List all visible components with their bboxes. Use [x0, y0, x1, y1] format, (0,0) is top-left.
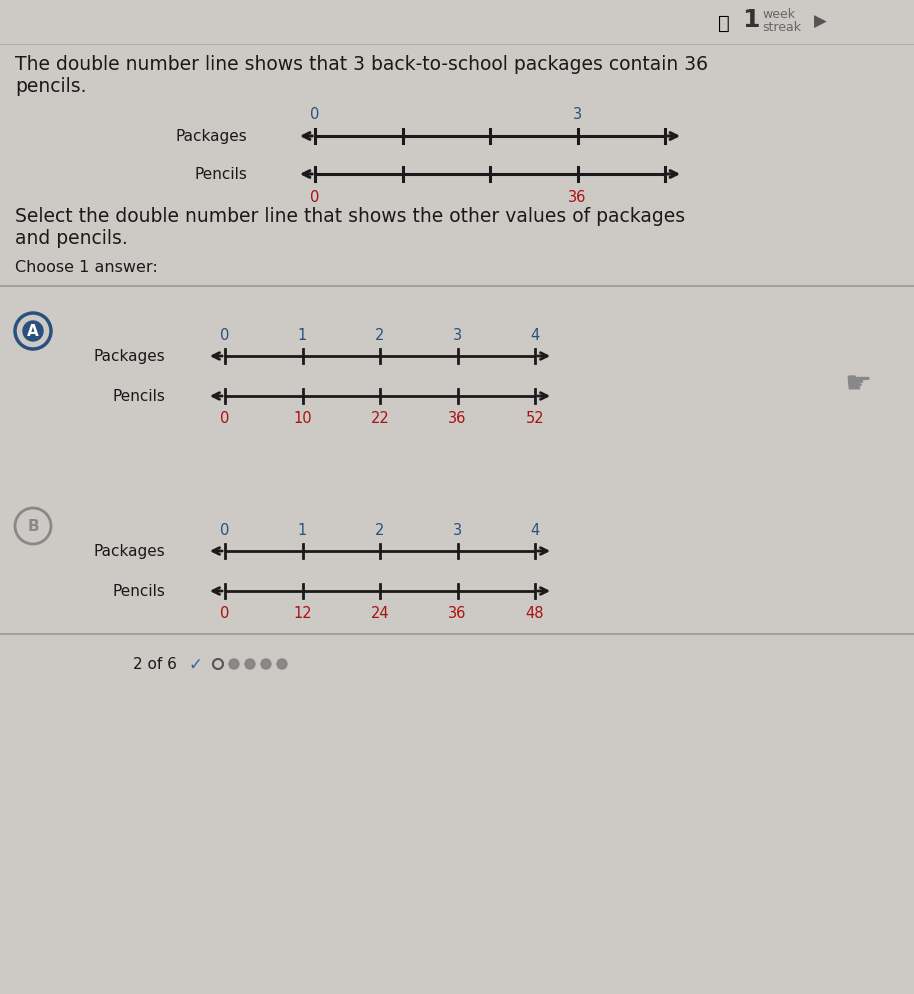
Text: Choose 1 answer:: Choose 1 answer:: [15, 260, 158, 275]
Text: 24: 24: [371, 605, 389, 620]
Text: Pencils: Pencils: [112, 583, 165, 599]
Text: 22: 22: [370, 411, 389, 425]
Text: 0: 0: [220, 411, 229, 425]
Circle shape: [245, 659, 255, 669]
Text: 48: 48: [526, 605, 544, 620]
Text: Pencils: Pencils: [112, 389, 165, 405]
Text: pencils.: pencils.: [15, 78, 87, 96]
Text: 36: 36: [448, 605, 467, 620]
Text: 0: 0: [220, 605, 229, 620]
Text: 1: 1: [298, 328, 307, 343]
Text: 1: 1: [298, 523, 307, 538]
Text: 0: 0: [311, 190, 320, 205]
Text: 2 of 6: 2 of 6: [133, 657, 177, 672]
Text: 3: 3: [453, 328, 462, 343]
Text: streak: streak: [762, 22, 801, 35]
Text: ✓: ✓: [188, 655, 202, 673]
Text: 2: 2: [376, 328, 385, 343]
Text: 4: 4: [530, 523, 539, 538]
Text: 36: 36: [448, 411, 467, 425]
Text: 3: 3: [453, 523, 462, 538]
Text: 4: 4: [530, 328, 539, 343]
Text: 3: 3: [573, 107, 582, 122]
Text: 0: 0: [220, 523, 229, 538]
Text: and pencils.: and pencils.: [15, 230, 128, 248]
Text: 0: 0: [220, 328, 229, 343]
Circle shape: [277, 659, 287, 669]
Text: 12: 12: [293, 605, 312, 620]
Text: A: A: [27, 324, 39, 339]
Text: week: week: [762, 9, 795, 22]
Text: B: B: [27, 519, 38, 534]
Circle shape: [23, 322, 43, 342]
Text: 🔥: 🔥: [718, 14, 730, 33]
Text: Select the double number line that shows the other values of packages: Select the double number line that shows…: [15, 208, 686, 227]
Text: 52: 52: [526, 411, 545, 425]
Circle shape: [261, 659, 271, 669]
Text: Packages: Packages: [93, 349, 165, 364]
Circle shape: [229, 659, 239, 669]
Text: ▶: ▶: [813, 13, 826, 31]
Text: The double number line shows that 3 back-to-school packages contain 36: The double number line shows that 3 back…: [15, 56, 708, 75]
Text: Pencils: Pencils: [194, 167, 247, 182]
Text: Packages: Packages: [175, 129, 247, 144]
Text: 0: 0: [311, 107, 320, 122]
Text: 10: 10: [293, 411, 312, 425]
Text: 36: 36: [569, 190, 587, 205]
Text: 2: 2: [376, 523, 385, 538]
Text: 1: 1: [742, 8, 760, 32]
Text: ☛: ☛: [845, 370, 872, 400]
Text: Packages: Packages: [93, 544, 165, 559]
